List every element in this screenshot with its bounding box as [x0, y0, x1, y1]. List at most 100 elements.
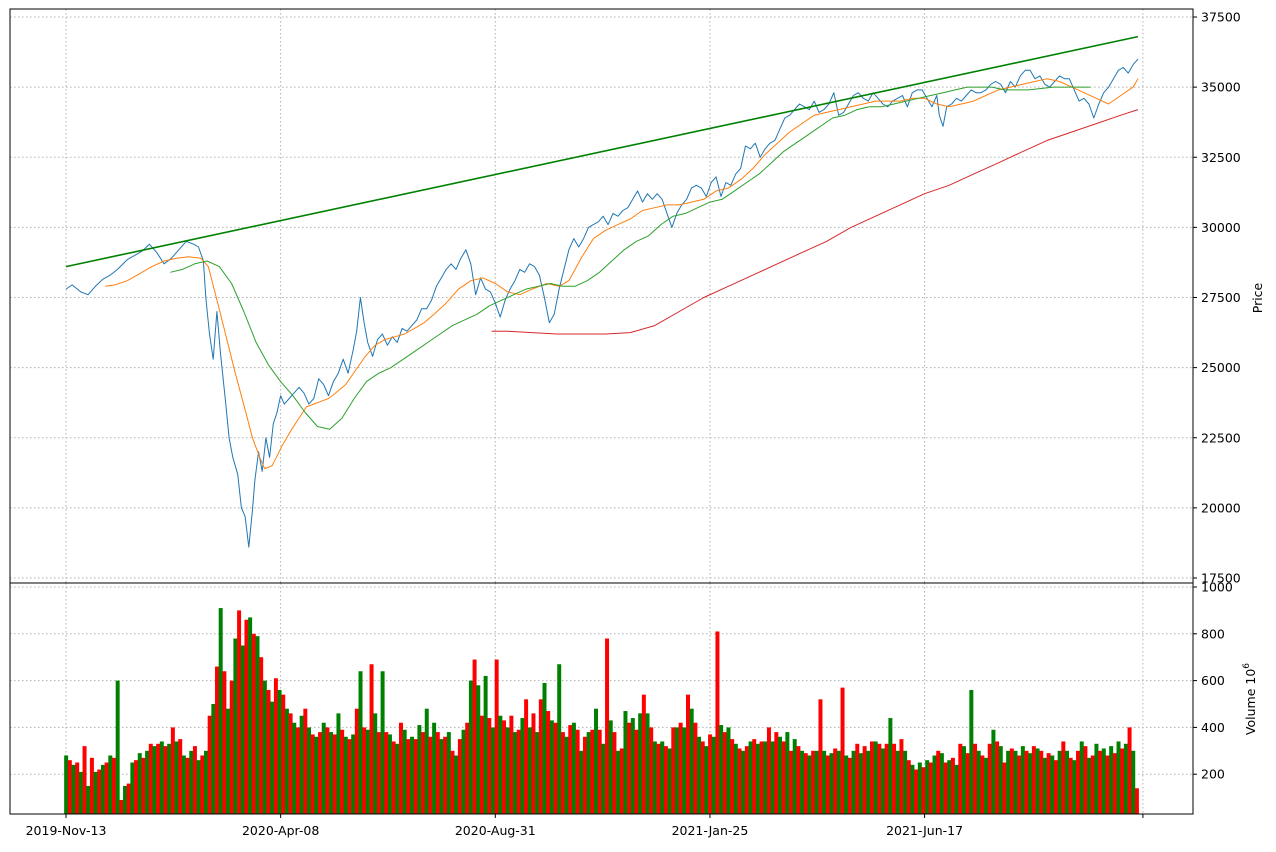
volume-bar [325, 727, 330, 814]
volume-bar [597, 729, 602, 814]
volume-bar [490, 727, 495, 814]
volume-bar [428, 736, 433, 814]
volume-bar [689, 708, 694, 814]
volume-bar [881, 748, 886, 814]
volume-bar [785, 732, 790, 814]
volume-bar [538, 699, 543, 814]
volume-bar [616, 750, 621, 814]
volume-bar [697, 736, 702, 814]
volume-bar [1020, 746, 1025, 814]
volume-bar [446, 732, 451, 814]
volume-bar [288, 713, 293, 814]
x-tick-label: 2020-Apr-08 [242, 823, 319, 838]
volume-bar [1112, 753, 1117, 814]
volume-bar [1068, 757, 1073, 814]
volume-bar [332, 734, 337, 814]
volume-bar [343, 736, 348, 814]
volume-bar [215, 666, 220, 814]
volume-bar [656, 743, 661, 814]
volume-bar [711, 736, 716, 814]
volume-bar [564, 736, 569, 814]
volume-bar [917, 762, 922, 814]
volume-bar [741, 750, 746, 814]
volume-bar [251, 633, 256, 814]
volume-bar [939, 753, 944, 814]
volume-bar [1053, 760, 1058, 814]
volume-bar [965, 753, 970, 814]
volume-bar [67, 760, 72, 814]
volume-bar [1090, 755, 1095, 814]
volume-bar [479, 715, 484, 814]
volume-bar [1079, 741, 1084, 814]
volume-bar [1101, 748, 1106, 814]
volume-bar [413, 739, 418, 814]
volume-bar [800, 750, 805, 814]
price-y-tick-label: 22500 [1201, 430, 1241, 445]
volume-bar [976, 750, 981, 814]
volume-bar [159, 741, 164, 814]
volume-y-tick-label: 600 [1201, 673, 1225, 688]
volume-bar [487, 718, 492, 814]
volume-bar [465, 722, 470, 814]
volume-bar [284, 708, 289, 814]
x-tick-label: 2019-Nov-13 [26, 823, 107, 838]
volume-bar [755, 743, 760, 814]
volume-bar [704, 746, 709, 814]
volume-bar [170, 727, 175, 814]
volume-bar [796, 746, 801, 814]
volume-bar [340, 729, 345, 814]
volume-bar [1035, 748, 1040, 814]
volume-bar [568, 725, 573, 814]
volume-y-tick-label: 400 [1201, 720, 1225, 735]
volume-bar [244, 619, 249, 814]
volume-bar [991, 729, 996, 814]
volume-bars [64, 608, 1139, 814]
volume-bar [921, 767, 926, 814]
volume-bar [892, 743, 897, 814]
volume-bar [108, 755, 113, 814]
volume-bar [365, 729, 370, 814]
volume-bar [450, 750, 455, 814]
volume-bar [226, 708, 231, 814]
volume-bar [137, 753, 142, 814]
volume-bar [329, 732, 334, 814]
volume-bar [995, 741, 1000, 814]
price-series-line-0 [65, 58, 1139, 548]
volume-bar [262, 680, 267, 814]
volume-bar [424, 708, 429, 814]
volume-bar [115, 680, 120, 814]
volume-bar [575, 729, 580, 814]
volume-bar [818, 699, 823, 814]
volume-bar [936, 750, 941, 814]
price-y-tick-label: 37500 [1201, 10, 1241, 25]
volume-bar [730, 739, 735, 814]
volume-bar [947, 760, 952, 814]
volume-bar [932, 755, 937, 814]
volume-bar [145, 750, 150, 814]
volume-bar [351, 734, 356, 814]
x-tick-label: 2021-Jun-17 [886, 823, 963, 838]
volume-bar [1134, 788, 1139, 814]
volume-bar [1116, 741, 1121, 814]
volume-bar [454, 755, 459, 814]
volume-bar [104, 762, 109, 814]
volume-bar [888, 718, 893, 814]
volume-bar [855, 743, 860, 814]
volume-bar [373, 713, 378, 814]
volume-bar [594, 708, 599, 814]
volume-bar [1031, 746, 1036, 814]
volume-bar [410, 736, 415, 814]
volume-bar [844, 755, 849, 814]
volume-bar [634, 729, 639, 814]
volume-bar [1046, 753, 1051, 814]
volume-bar [814, 750, 819, 814]
volume-bar [1087, 757, 1092, 814]
volume-bar [1039, 750, 1044, 814]
volume-bar [733, 743, 738, 814]
volume-bar [134, 760, 139, 814]
volume-bar [1123, 743, 1128, 814]
volume-bar [100, 764, 105, 814]
volume-bar [954, 764, 959, 814]
volume-bar [722, 732, 727, 814]
volume-bar [833, 748, 838, 814]
